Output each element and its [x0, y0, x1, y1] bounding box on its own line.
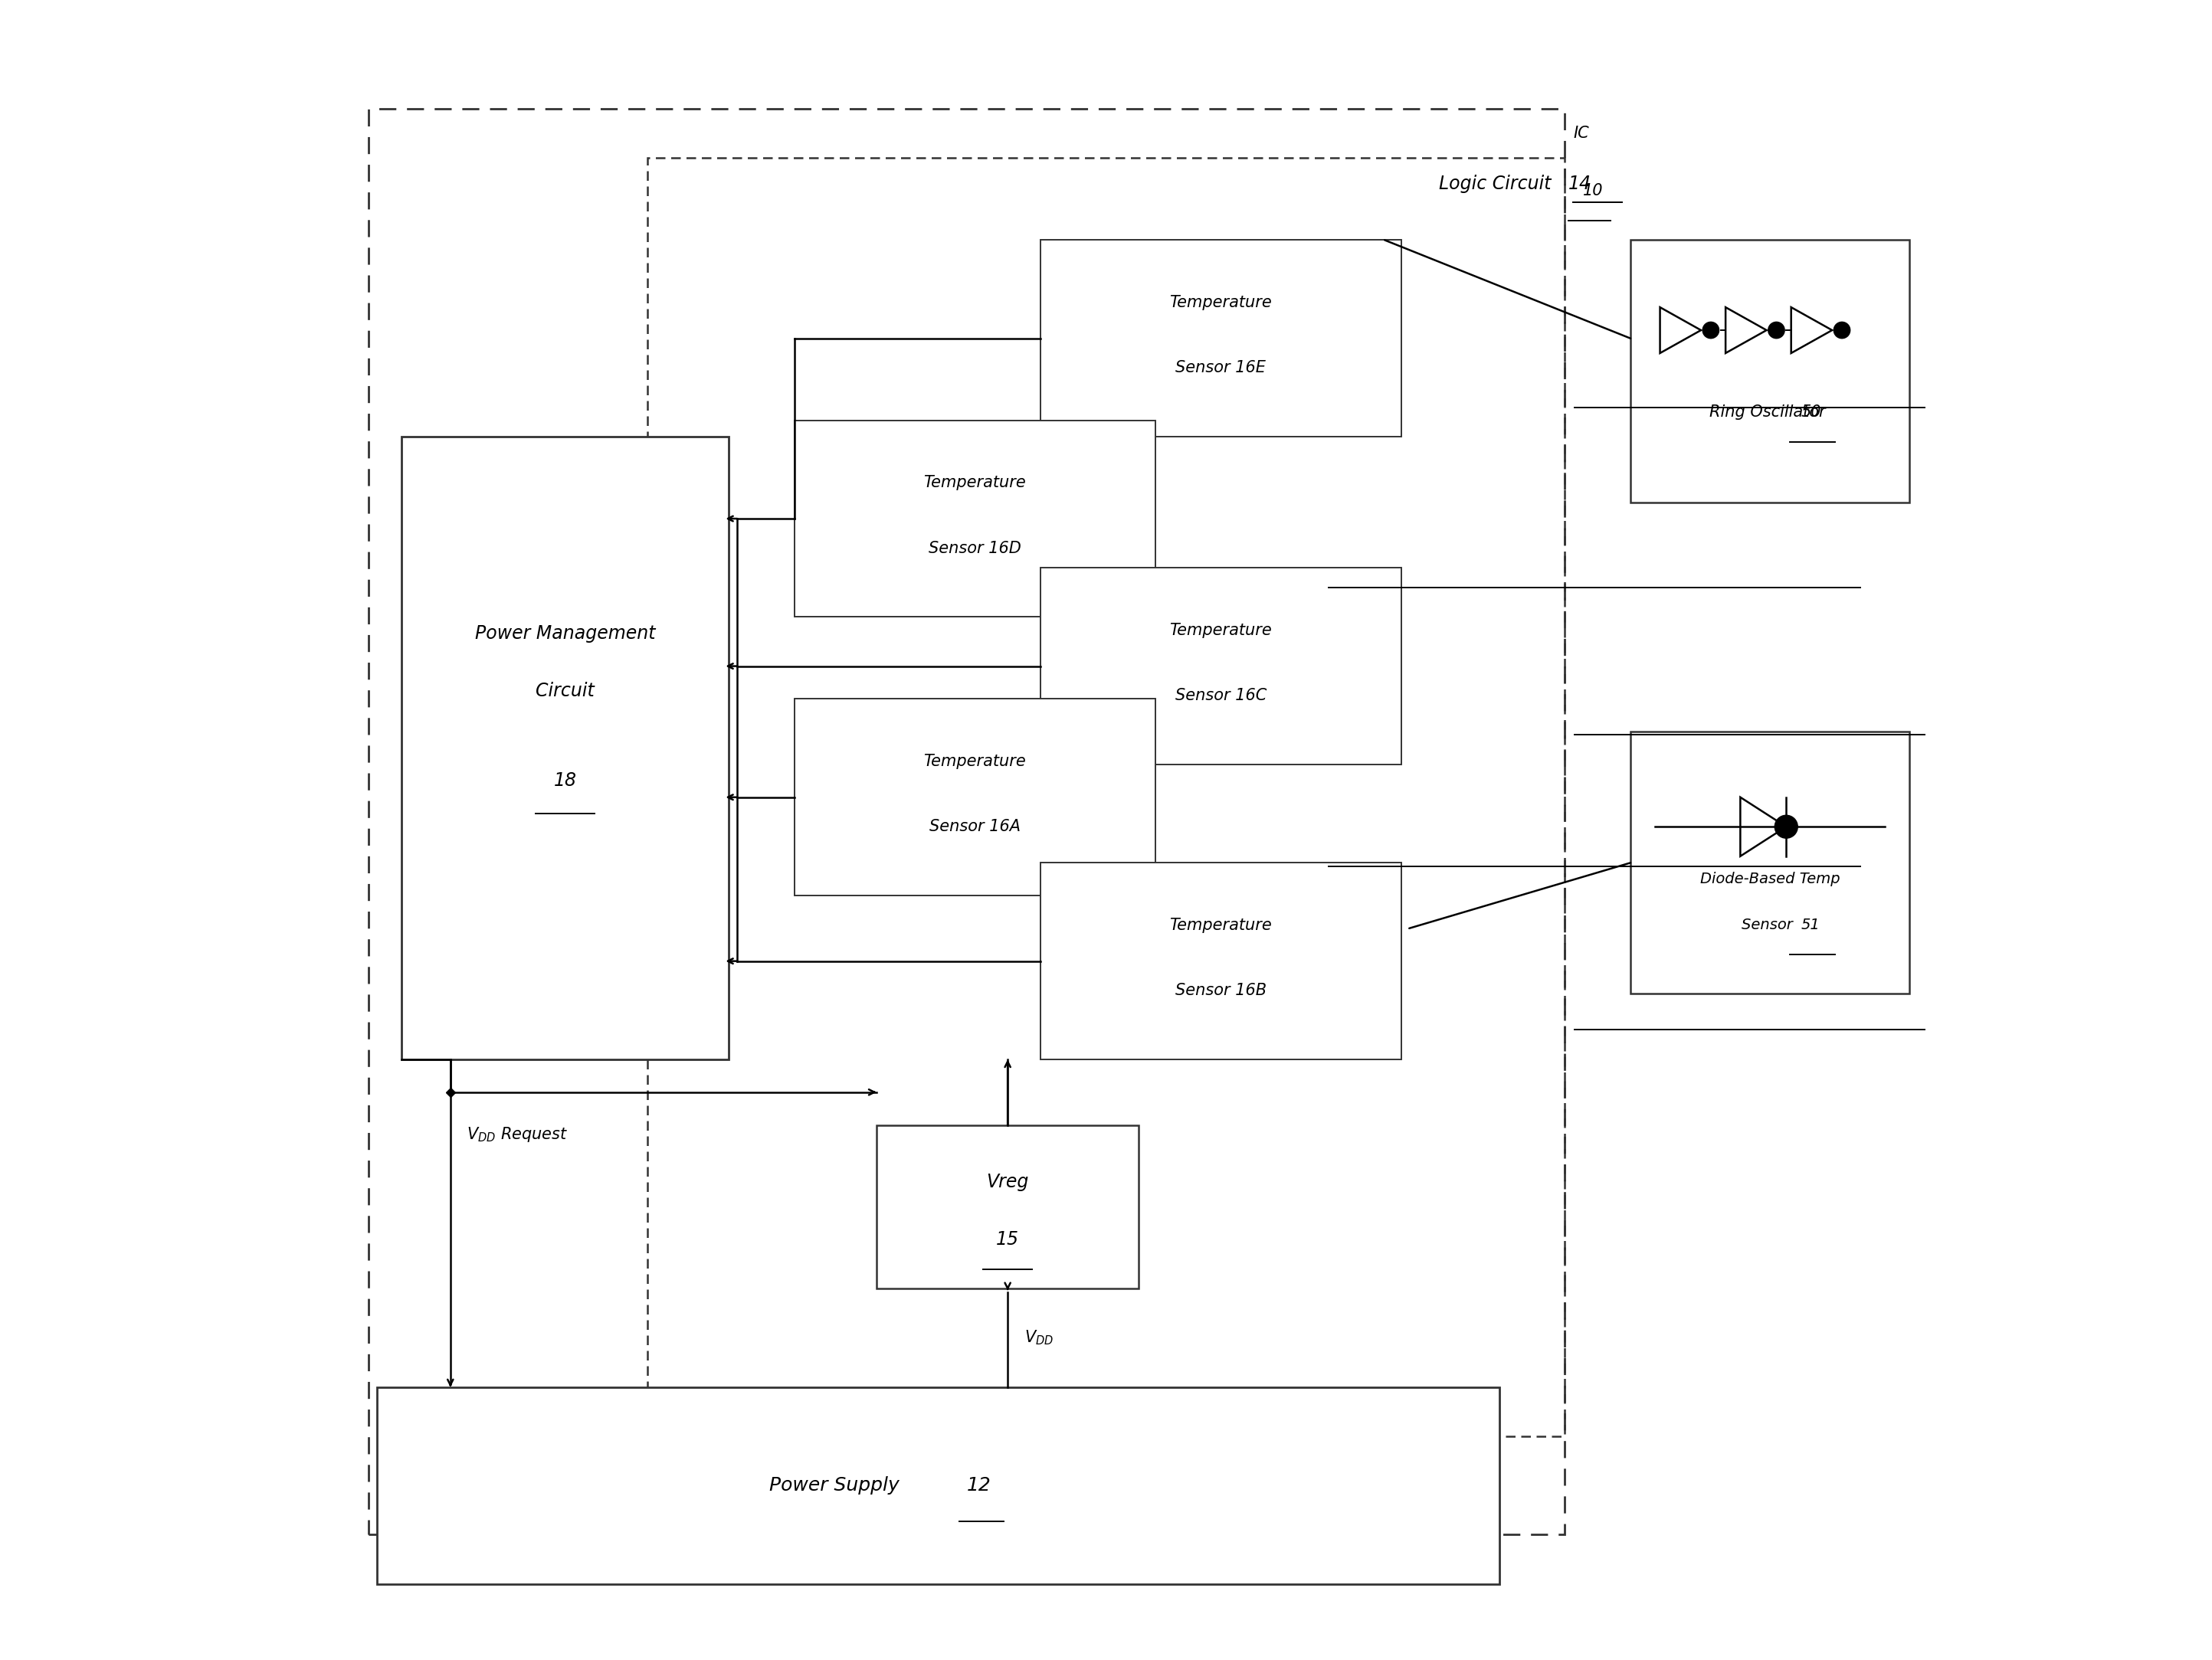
Text: 51: 51	[1801, 918, 1820, 933]
Text: Temperature: Temperature	[1170, 918, 1272, 933]
Text: 14: 14	[1568, 174, 1590, 193]
Text: Diode-Based Temp: Diode-Based Temp	[1699, 871, 1840, 886]
Circle shape	[1767, 322, 1785, 339]
Bar	[1630, 732, 1909, 994]
Text: Power Supply: Power Supply	[770, 1476, 905, 1494]
Text: $V_{DD}$ Request: $V_{DD}$ Request	[467, 1125, 568, 1144]
Text: Power Management: Power Management	[476, 624, 655, 642]
Bar	[876, 1125, 1139, 1288]
Text: 18: 18	[553, 772, 577, 790]
Bar	[794, 420, 1155, 618]
Bar	[1630, 241, 1909, 503]
Text: 10: 10	[1584, 183, 1604, 198]
Text: Temperature: Temperature	[1170, 622, 1272, 637]
Text: Circuit: Circuit	[535, 682, 595, 701]
Text: Sensor 16E: Sensor 16E	[1175, 360, 1265, 375]
Text: 12: 12	[967, 1476, 991, 1494]
Text: 15: 15	[995, 1230, 1020, 1248]
Text: Sensor 16C: Sensor 16C	[1175, 687, 1267, 704]
Circle shape	[1774, 815, 1798, 838]
Bar	[1040, 241, 1400, 437]
Text: Ring Oscillator: Ring Oscillator	[1710, 405, 1832, 420]
Text: 50: 50	[1801, 405, 1820, 420]
Text: $V_{DD}$: $V_{DD}$	[1024, 1330, 1053, 1346]
Text: Sensor 16D: Sensor 16D	[929, 541, 1022, 556]
Text: Logic Circuit: Logic Circuit	[1438, 174, 1557, 193]
Text: Temperature: Temperature	[925, 754, 1026, 769]
Bar	[794, 699, 1155, 895]
Circle shape	[1703, 322, 1719, 339]
Text: Temperature: Temperature	[1170, 295, 1272, 310]
Text: Temperature: Temperature	[925, 475, 1026, 490]
Bar	[1040, 863, 1400, 1059]
Bar	[1040, 568, 1400, 765]
Text: IC: IC	[1573, 126, 1588, 141]
Text: Sensor 16A: Sensor 16A	[929, 818, 1020, 835]
Bar	[400, 437, 730, 1059]
Text: Sensor: Sensor	[1741, 918, 1798, 933]
Bar	[376, 1388, 1500, 1584]
Circle shape	[1834, 322, 1849, 339]
Text: Vreg: Vreg	[987, 1174, 1029, 1192]
Text: Sensor 16B: Sensor 16B	[1175, 983, 1267, 998]
